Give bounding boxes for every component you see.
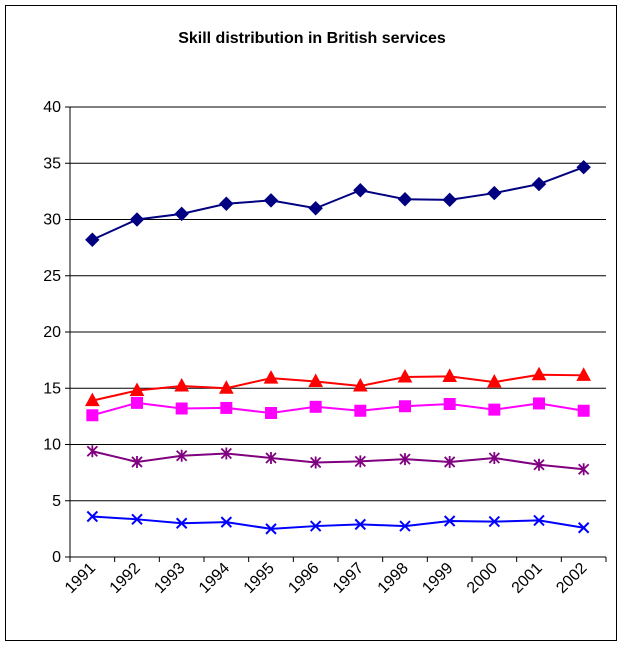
- x-tick-label: 1991: [62, 560, 99, 597]
- data-point: [576, 159, 591, 175]
- x-tick-label: 1994: [196, 560, 233, 597]
- data-point: [219, 196, 234, 211]
- data-point: [442, 368, 458, 382]
- data-point: [444, 455, 456, 468]
- series-line: [92, 515, 584, 530]
- data-point: [131, 513, 143, 526]
- data-point: [86, 445, 98, 458]
- chart-title: Skill distribution in British services: [178, 30, 446, 47]
- series-line: [92, 401, 584, 417]
- data-point: [397, 192, 413, 207]
- y-tick-label: 15: [43, 380, 61, 397]
- data-point: [175, 517, 188, 529]
- gridlines: [70, 106, 606, 502]
- data-point: [176, 449, 188, 462]
- y-tick-label: 0: [52, 549, 61, 566]
- data-point: [308, 373, 324, 387]
- series-line: [91, 166, 585, 241]
- y-tick-label: 20: [43, 324, 61, 341]
- series-4: [86, 445, 590, 476]
- data-point: [531, 176, 547, 192]
- data-point: [220, 401, 233, 414]
- data-point: [488, 515, 501, 528]
- y-tick-label: 35: [43, 155, 61, 172]
- data-point: [486, 374, 502, 388]
- x-tick-label: 1993: [151, 560, 188, 597]
- data-point: [533, 514, 545, 527]
- data-point: [129, 382, 145, 396]
- data-point: [533, 458, 545, 471]
- data-point: [308, 201, 323, 216]
- series-5: [86, 510, 590, 535]
- data-point: [354, 455, 366, 468]
- data-point: [487, 185, 502, 201]
- y-tick-label: 30: [43, 212, 61, 229]
- data-point: [263, 370, 279, 384]
- data-point: [443, 515, 456, 527]
- data-point: [399, 520, 411, 532]
- data-point: [129, 212, 145, 227]
- data-point: [352, 377, 368, 392]
- series-1: [85, 159, 591, 247]
- x-tick-label: 2002: [553, 560, 590, 597]
- x-tick-label: 1996: [285, 560, 322, 597]
- data-point: [84, 392, 100, 407]
- series-line: [92, 450, 584, 471]
- y-tick-label: 5: [52, 493, 61, 510]
- series-3: [86, 396, 590, 422]
- y-tick-label: 10: [43, 437, 61, 454]
- data-point: [577, 522, 590, 534]
- data-point: [533, 397, 545, 410]
- data-point: [488, 403, 501, 416]
- data-point: [220, 447, 232, 460]
- data-point: [399, 453, 411, 466]
- data-point: [86, 510, 99, 523]
- data-point: [577, 404, 590, 417]
- data-point: [218, 380, 234, 394]
- data-point: [442, 192, 457, 208]
- data-point: [531, 366, 547, 381]
- data-point: [265, 523, 277, 535]
- series-line: [92, 373, 584, 402]
- data-point: [175, 402, 188, 415]
- data-point: [310, 456, 322, 469]
- data-point: [131, 455, 143, 468]
- data-point: [174, 377, 190, 392]
- data-point: [443, 398, 456, 410]
- data-point: [578, 463, 590, 476]
- chart-frame: [5, 5, 617, 641]
- x-tick-label: 1998: [375, 560, 412, 597]
- series-group: [84, 159, 592, 535]
- x-axis-ticks: 1991 1992 1993 1994 1995 1996 1997 1998 1999 2000…: [62, 560, 591, 597]
- data-point: [131, 396, 143, 409]
- x-tick-label: 1999: [419, 560, 456, 597]
- x-tick-label: 2001: [509, 560, 546, 597]
- y-axis-ticks: 0 5 10 15 20 25 30 35 40: [43, 99, 61, 566]
- y-tick-label: 25: [43, 268, 61, 285]
- y-tick-label: 40: [43, 99, 61, 116]
- series-2: [84, 366, 592, 407]
- data-point: [85, 232, 100, 247]
- data-point: [220, 516, 233, 528]
- data-point: [354, 404, 367, 417]
- data-point: [309, 520, 322, 532]
- data-point: [576, 367, 592, 381]
- x-tick-label: 1992: [107, 560, 144, 597]
- data-point: [397, 368, 413, 383]
- data-point: [174, 206, 189, 222]
- data-point: [265, 452, 277, 464]
- data-point: [488, 452, 500, 464]
- axes: [65, 106, 607, 562]
- data-point: [354, 518, 367, 531]
- data-point: [86, 409, 99, 422]
- data-point: [263, 193, 279, 208]
- x-tick-label: 2000: [464, 560, 501, 597]
- data-point: [353, 183, 368, 198]
- x-tick-label: 1995: [241, 560, 278, 597]
- data-point: [309, 400, 322, 413]
- data-point: [399, 400, 411, 413]
- data-point: [265, 407, 277, 419]
- x-tick-label: 1997: [330, 560, 367, 597]
